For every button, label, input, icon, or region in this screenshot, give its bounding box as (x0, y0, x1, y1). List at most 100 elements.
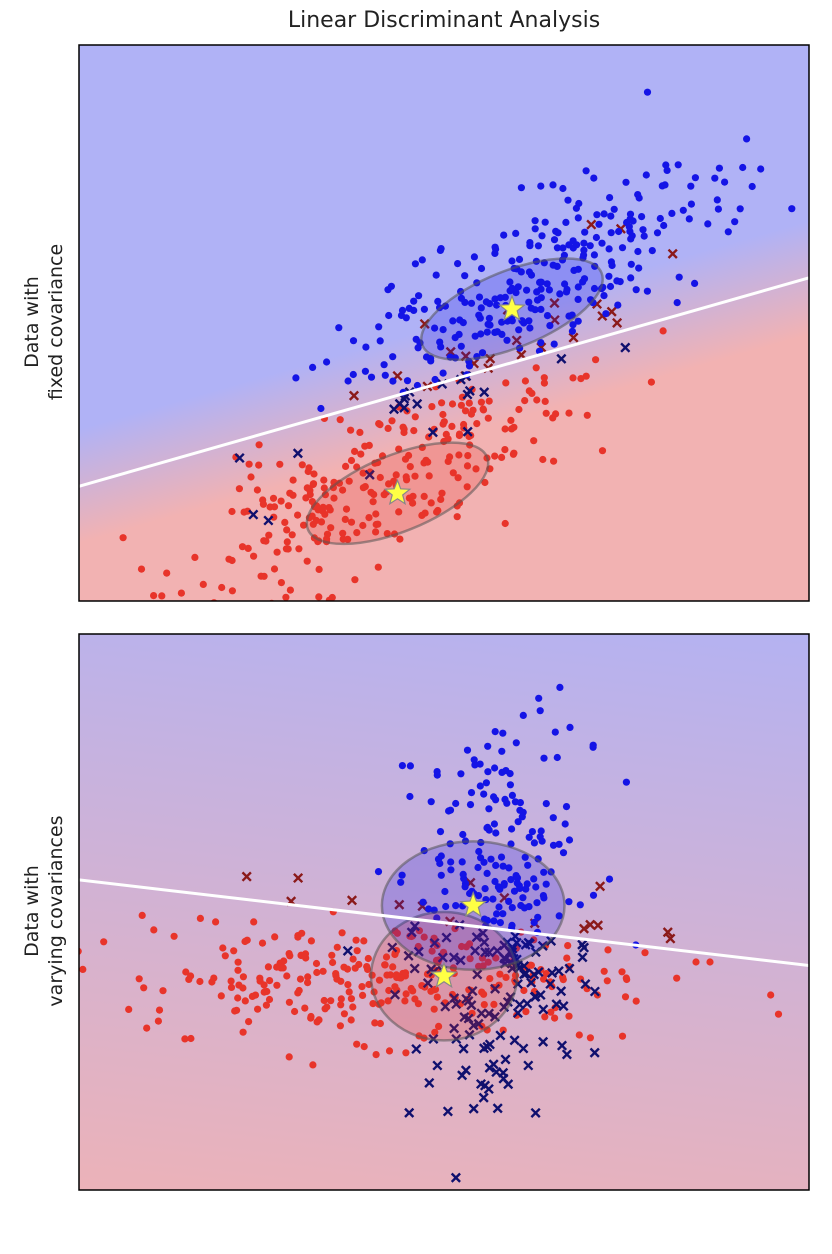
class-1-misclassified-point (523, 1060, 534, 1071)
class-1-misclassified-point (411, 1043, 422, 1055)
class-0-point (41, 586, 48, 593)
class-0-point (143, 1024, 151, 1032)
class-0-point (401, 997, 409, 1005)
class-0-point (420, 492, 428, 500)
class-0-point (479, 405, 487, 413)
class-1-misclassified-point (495, 1030, 506, 1041)
class-1-point (553, 244, 562, 252)
class-1-point (531, 225, 539, 233)
class-1-point (514, 283, 522, 291)
class-1-point (476, 314, 484, 322)
class-1-point (615, 227, 623, 236)
class-0-point (182, 968, 190, 976)
class-0-point (286, 489, 294, 497)
class-0-point (234, 958, 242, 966)
class-0-point (388, 417, 396, 425)
class-1-mean-star (459, 890, 488, 918)
class-0-point (264, 963, 272, 971)
class-0-point (414, 1000, 422, 1008)
class-1-point (512, 229, 520, 237)
class-1-point (436, 338, 444, 346)
class-1-point (505, 864, 513, 872)
class-0-misclassified-point (586, 219, 597, 230)
class-1-misclassified-point (518, 1043, 529, 1054)
class-0-point (265, 531, 273, 539)
class-1-point (574, 295, 582, 303)
class-0-point (199, 580, 207, 589)
class-1-point (590, 284, 599, 293)
class-1-point (574, 283, 582, 291)
class-0-point (332, 971, 340, 980)
class-0-point (496, 970, 504, 978)
class-1-misclassified-point (580, 979, 591, 990)
class-0-point (480, 1001, 488, 1009)
class-0-point (260, 981, 268, 989)
class-1-point (439, 369, 447, 377)
class-0-point (468, 1009, 476, 1017)
class-0-point (375, 976, 384, 984)
class-0-point (340, 963, 348, 971)
class-1-misclassified-point (464, 385, 475, 396)
class-0-point (247, 473, 255, 481)
class-1-point (470, 253, 478, 261)
class-1-point (556, 683, 564, 692)
class-1-misclassified-point (479, 937, 490, 948)
class-1-misclassified-point (553, 966, 564, 977)
class-1-misclassified-point (457, 1070, 468, 1081)
class-1-point (349, 370, 357, 379)
class-0-point (486, 975, 494, 983)
class-0-point (520, 986, 528, 995)
class-1-point (532, 883, 540, 891)
class-1-misclassified-point (556, 986, 567, 997)
class-1-point (478, 349, 487, 357)
class-1-point (687, 200, 696, 208)
class-1-point (459, 870, 467, 879)
class-1-misclassified-point (484, 947, 495, 958)
class-0-point (563, 954, 571, 962)
class-1-misclassified-point (409, 921, 420, 932)
class-0-point (381, 961, 389, 969)
class-0-point (564, 942, 572, 950)
class-0-point (533, 396, 541, 404)
class-0-point (376, 1019, 384, 1028)
class-1-point (485, 314, 493, 322)
class-0-point (411, 413, 419, 421)
panel-2-plot-area (79, 634, 809, 1190)
class-1-point (525, 903, 533, 911)
class-1-misclassified-point (412, 398, 423, 409)
class-1-point (580, 239, 588, 247)
class-0-point (300, 521, 308, 529)
class-0-point (439, 410, 447, 419)
class-0-point (298, 461, 306, 469)
class-1-point (437, 871, 445, 879)
class-0-point (79, 947, 82, 955)
class-0-point (501, 519, 509, 528)
class-0-misclassified-point (665, 933, 676, 944)
class-1-misclassified-point (509, 1035, 520, 1046)
class-1-point (528, 828, 537, 836)
class-1-misclassified-point (483, 1008, 495, 1019)
class-0-point (229, 610, 236, 617)
class-1-point (519, 894, 527, 902)
class-1-point (477, 264, 486, 273)
class-0-point (313, 968, 321, 977)
class-0-point (372, 510, 380, 518)
class-0-point (598, 447, 607, 455)
class-0-point (521, 377, 530, 385)
class-1-point (442, 902, 450, 911)
class-0-misclassified-point (394, 899, 405, 910)
class-0-point (304, 467, 312, 476)
class-1-point (419, 898, 427, 906)
class-0-point (227, 977, 235, 985)
class-0-point (336, 416, 344, 424)
class-1-misclassified-point (427, 427, 438, 438)
class-1-misclassified-point (424, 1077, 435, 1088)
class-0-point (392, 971, 400, 979)
class-1-point (525, 268, 534, 276)
class-1-point (622, 178, 630, 186)
class-0-point (325, 596, 333, 601)
class-0-point (234, 966, 242, 974)
class-1-misclassified-point (437, 952, 448, 963)
class-1-misclassified-point (459, 1012, 470, 1023)
class-1-point (425, 905, 433, 913)
